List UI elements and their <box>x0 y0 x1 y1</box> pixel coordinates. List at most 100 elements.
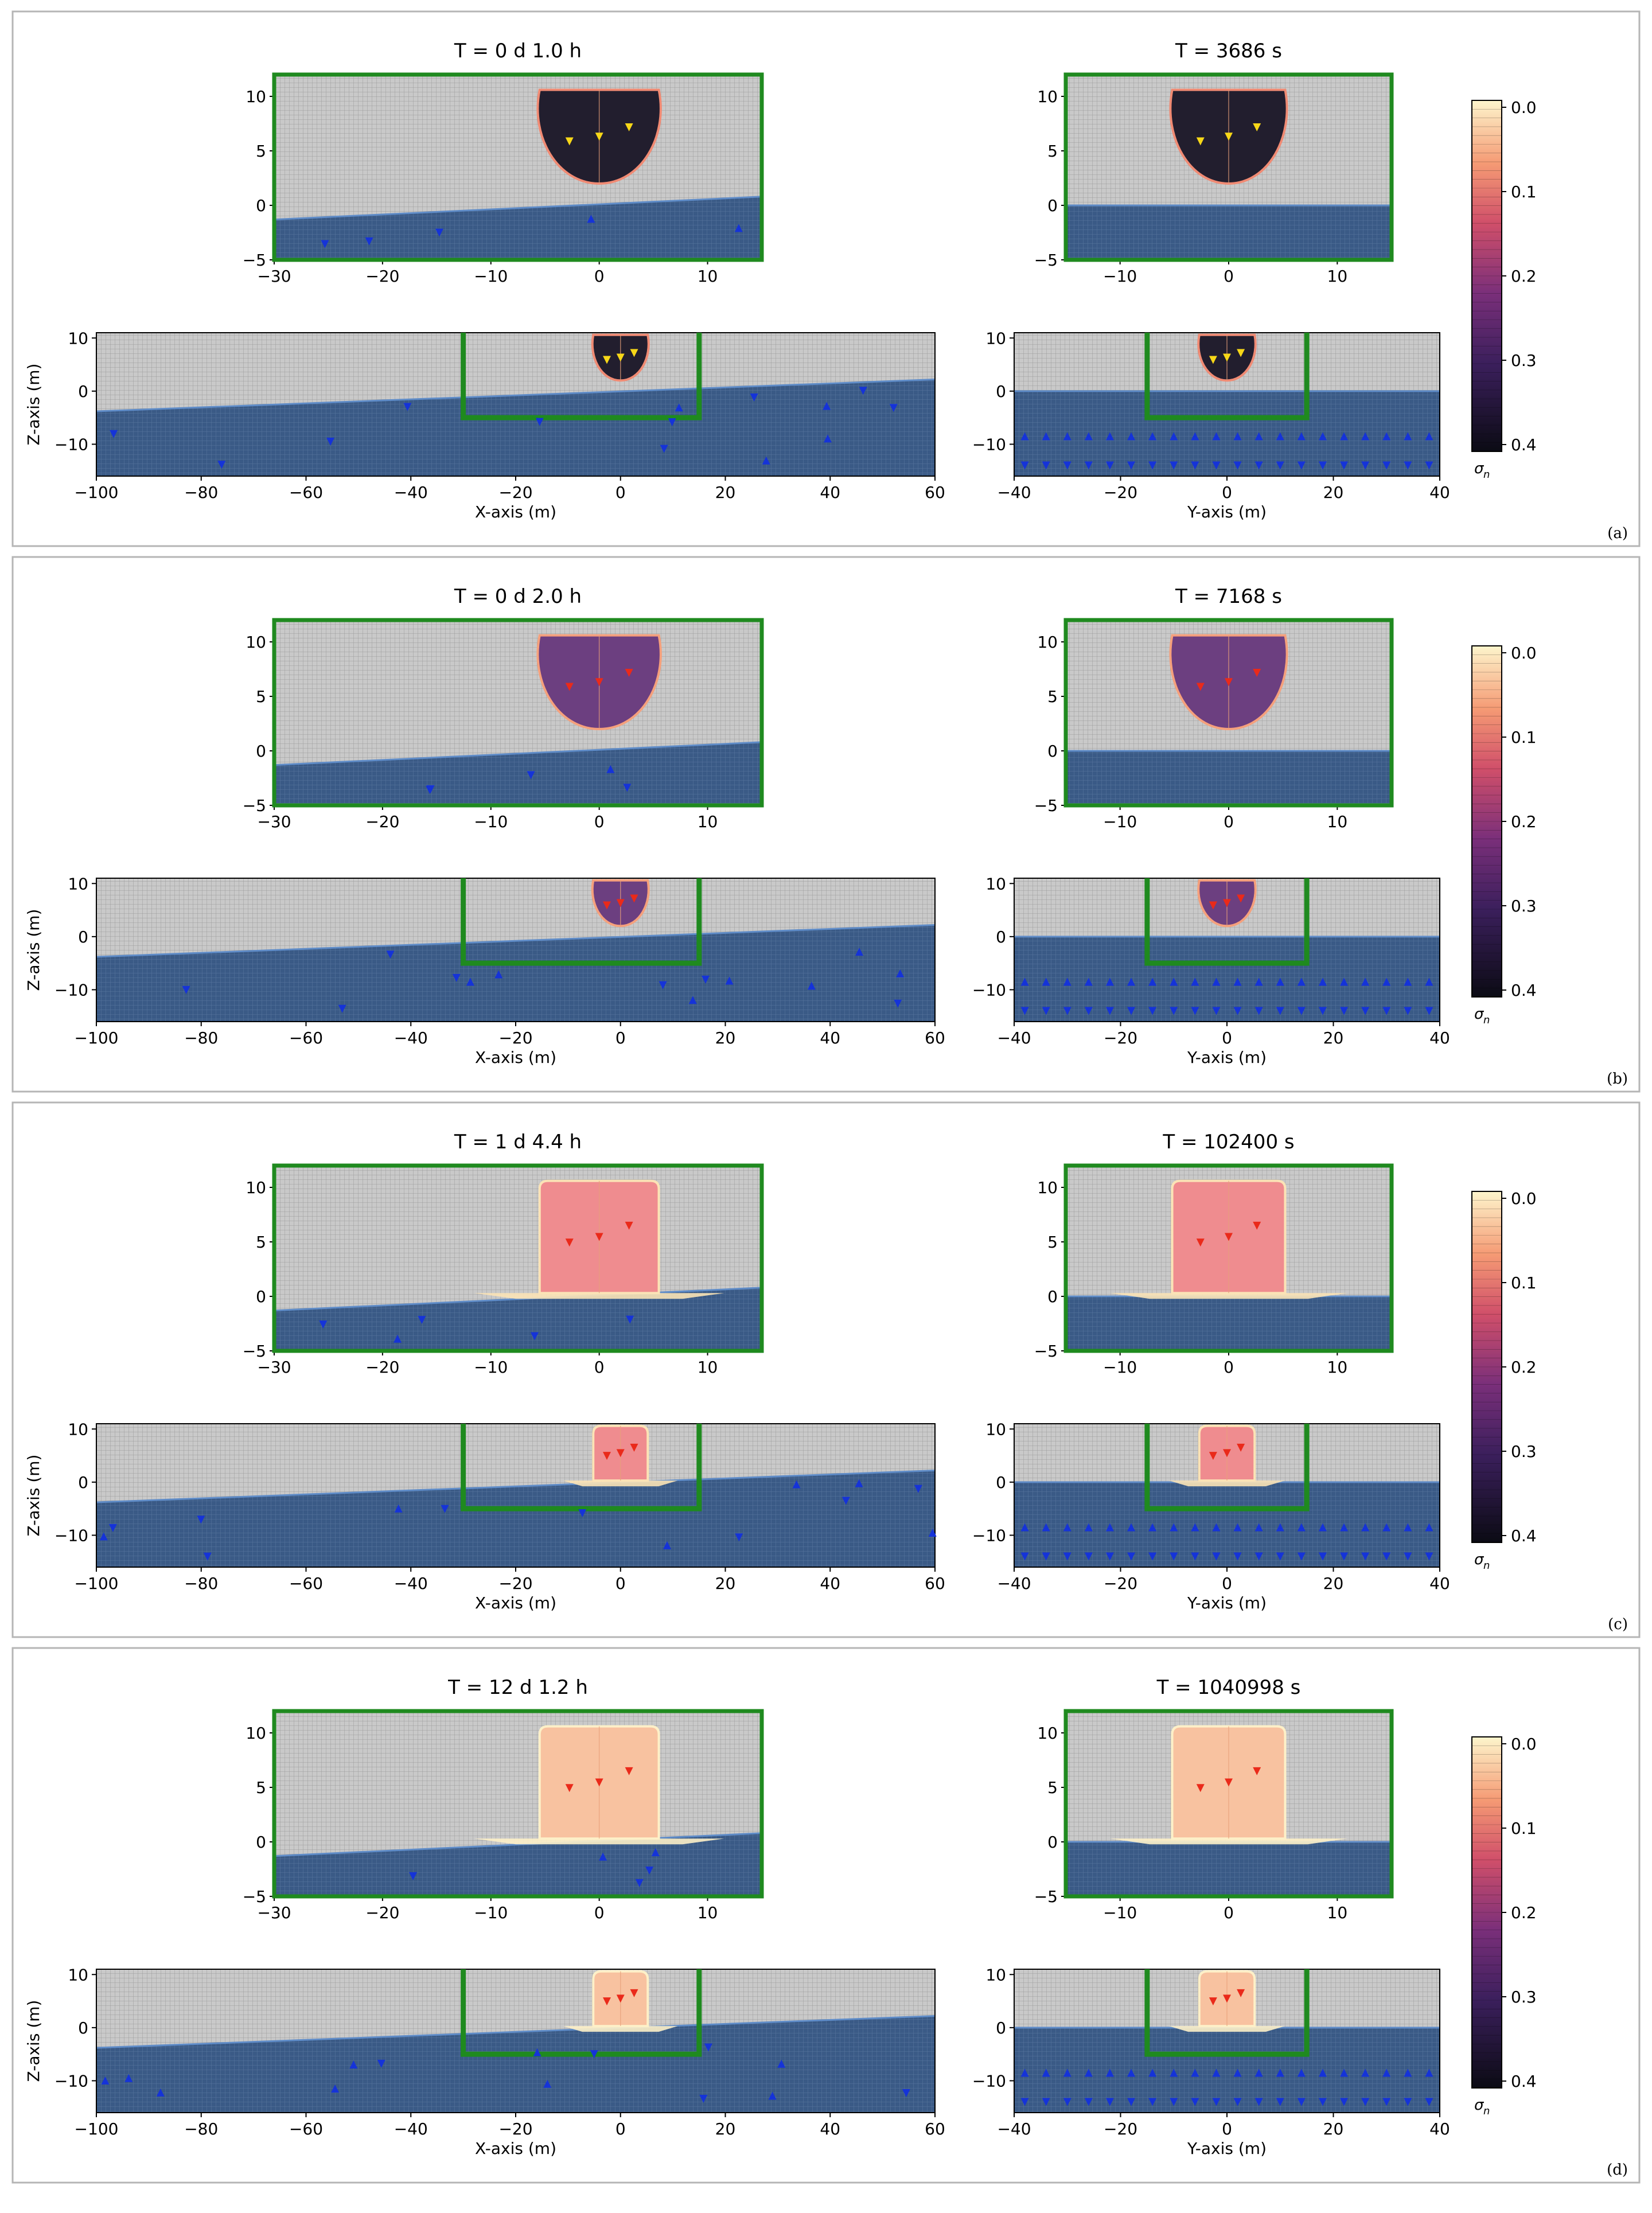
data-marker <box>1042 1007 1050 1015</box>
data-marker <box>1105 432 1114 441</box>
data-marker <box>1170 2068 1178 2077</box>
data-marker <box>704 2043 712 2052</box>
spreading-layer <box>474 1838 724 1845</box>
data-marker <box>1276 461 1284 470</box>
x-tick-label: 20 <box>715 483 736 502</box>
data-marker <box>1209 1997 1217 2006</box>
x-tick-label: −80 <box>184 483 218 502</box>
data-marker <box>1063 977 1072 986</box>
data-marker <box>1382 1552 1391 1561</box>
data-marker <box>1170 432 1178 441</box>
x-tick-label: −10 <box>1103 1358 1137 1377</box>
data-marker <box>625 1221 633 1230</box>
data-marker <box>725 976 734 985</box>
y-tick-label: 10 <box>246 87 266 106</box>
y-tick-label: 0 <box>1047 1287 1058 1306</box>
y-tick-label: 0 <box>996 2019 1006 2037</box>
data-marker <box>1084 1552 1093 1561</box>
colorbar-tick-label: 0.3 <box>1511 1442 1537 1461</box>
data-marker <box>1254 1552 1263 1561</box>
data-marker <box>338 1004 346 1013</box>
data-marker <box>1042 2068 1050 2077</box>
water-surface-line <box>96 1469 936 1503</box>
data-marker <box>101 2076 110 2085</box>
x-tick-label: 60 <box>925 483 945 502</box>
y-tick-label: 10 <box>985 1420 1006 1439</box>
data-marker <box>393 1334 402 1343</box>
data-marker <box>616 899 625 907</box>
data-marker <box>1105 1552 1114 1561</box>
data-marker <box>1404 977 1412 986</box>
spreading-layer <box>563 1480 678 1487</box>
data-marker <box>1212 1552 1221 1561</box>
data-marker <box>1340 2068 1349 2077</box>
data-marker <box>197 1515 205 1524</box>
data-marker <box>1084 977 1093 986</box>
data-marker <box>651 1848 660 1856</box>
y-tick-label: 5 <box>1047 687 1058 706</box>
data-marker <box>1318 1523 1327 1532</box>
data-marker <box>99 1532 108 1541</box>
x-tick-label: −10 <box>1103 812 1137 831</box>
data-marker <box>565 1238 574 1247</box>
data-marker <box>1084 461 1093 470</box>
data-marker <box>1209 901 1217 910</box>
data-marker <box>1105 461 1114 470</box>
data-marker <box>1212 2068 1221 2077</box>
data-marker <box>1212 432 1221 441</box>
x-tick-label: 20 <box>1323 483 1344 502</box>
x-tick-label: −40 <box>997 2120 1031 2138</box>
x-tick-label: 60 <box>925 2120 945 2138</box>
data-marker <box>1063 1007 1072 1015</box>
data-marker <box>1148 1007 1157 1015</box>
data-marker <box>1127 2098 1136 2106</box>
data-marker <box>1233 1552 1242 1561</box>
x-tick-label: −60 <box>289 483 323 502</box>
water-region <box>1066 1842 1392 1896</box>
x-tick-label: 40 <box>1429 483 1450 502</box>
x-tick-label: −10 <box>1103 1903 1137 1922</box>
data-marker <box>1253 1221 1261 1230</box>
data-marker <box>1318 1552 1327 1561</box>
data-marker <box>1148 1523 1157 1532</box>
data-marker <box>394 1504 403 1513</box>
data-marker <box>625 668 633 677</box>
water-surface-line <box>96 378 936 412</box>
data-marker <box>1254 1523 1263 1532</box>
axes-frame <box>96 332 936 477</box>
data-marker <box>156 2088 165 2097</box>
y-axis-label: Y-axis (m) <box>1187 1048 1267 1067</box>
y-tick-label: 10 <box>246 633 266 652</box>
axes-frame <box>96 878 936 1022</box>
y-tick-label: 5 <box>1047 142 1058 161</box>
data-marker <box>182 985 190 994</box>
y-tick-label: 0 <box>996 382 1006 401</box>
colorbar-tick-label: 0.2 <box>1511 1903 1537 1922</box>
x-tick-label: 10 <box>698 812 718 831</box>
data-marker <box>1209 356 1217 364</box>
data-marker <box>1425 1552 1433 1561</box>
x-tick-label: 10 <box>698 1358 718 1377</box>
data-marker <box>1148 977 1157 986</box>
data-marker <box>1127 461 1136 470</box>
data-marker <box>1382 1007 1391 1015</box>
data-marker <box>896 969 905 977</box>
data-marker <box>1318 2068 1327 2077</box>
data-marker <box>1191 432 1199 441</box>
colorbar-tick-label: 0.3 <box>1511 351 1537 370</box>
data-marker <box>1382 977 1391 986</box>
x-tick-label: −40 <box>394 1574 428 1593</box>
data-marker <box>1404 1007 1412 1015</box>
data-marker <box>889 404 898 412</box>
xz-detail-title: T = 1 d 4.4 h <box>454 1131 582 1154</box>
x-tick-label: 0 <box>1224 1903 1234 1922</box>
water-region <box>274 1287 762 1351</box>
x-tick-label: −20 <box>1104 2120 1137 2138</box>
x-tick-label: −20 <box>1104 483 1137 502</box>
x-tick-label: 0 <box>594 812 605 831</box>
data-marker <box>602 1997 611 2006</box>
x-tick-label: −10 <box>474 812 508 831</box>
y-tick-label: 0 <box>256 742 266 761</box>
spreading-layer <box>1110 1293 1347 1299</box>
x-tick-label: −20 <box>498 2120 532 2138</box>
